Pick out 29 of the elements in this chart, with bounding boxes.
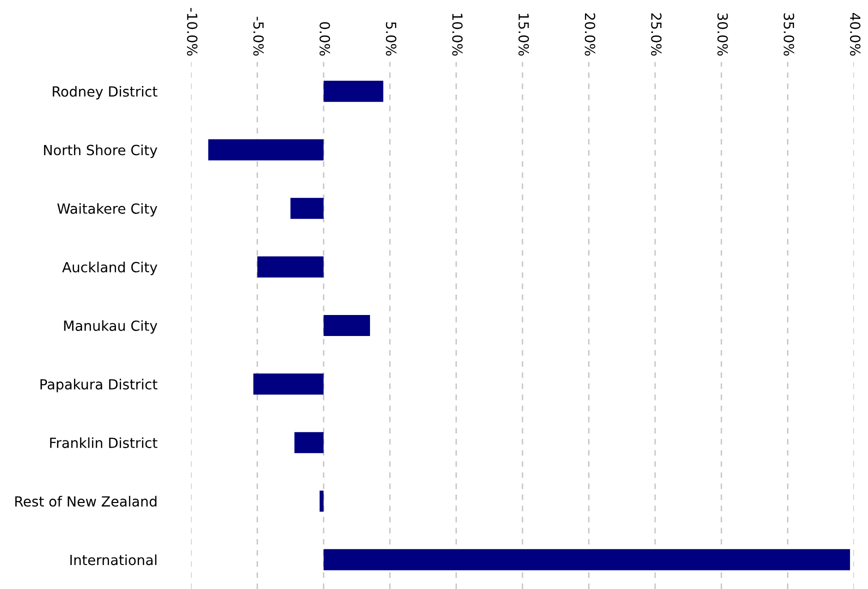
bar	[208, 139, 324, 160]
y-tick-label: Rest of New Zealand	[15, 496, 156, 507]
x-tick-label: -10.0%	[186, 8, 198, 56]
bar	[294, 432, 324, 454]
x-tick-label: 5.0%	[386, 22, 396, 56]
x-tick-label: 30.0%	[717, 13, 728, 56]
x-tick-label: 40.0%	[850, 13, 860, 56]
x-tick-label: 35.0%	[784, 13, 794, 56]
y-tick-label: Rodney District	[52, 86, 158, 100]
y-tick-label: Waitakere City	[57, 203, 158, 217]
x-tick-label: 20.0%	[584, 13, 596, 56]
y-tick-label: International	[70, 554, 156, 566]
bar	[320, 490, 324, 512]
y-tick-label: Auckland City	[62, 262, 158, 276]
bar	[324, 314, 370, 336]
x-tick-label: 15.0%	[518, 14, 529, 56]
bar	[257, 256, 324, 278]
bar	[290, 198, 324, 219]
y-tick-label: Franklin District	[50, 437, 158, 448]
x-tick-label: 0.0%	[320, 22, 330, 56]
y-tick-label: North Shore City	[44, 144, 158, 158]
y-tick-label: Manukau City	[64, 320, 158, 334]
x-tick-label: -5.0%	[253, 16, 264, 56]
bar	[324, 549, 850, 570]
bar	[324, 80, 384, 102]
y-tick-label: Papakura District	[40, 378, 158, 392]
bar	[253, 374, 324, 395]
x-tick-label: 25.0%	[651, 13, 662, 56]
x-tick-label: 10.0%	[452, 14, 463, 56]
